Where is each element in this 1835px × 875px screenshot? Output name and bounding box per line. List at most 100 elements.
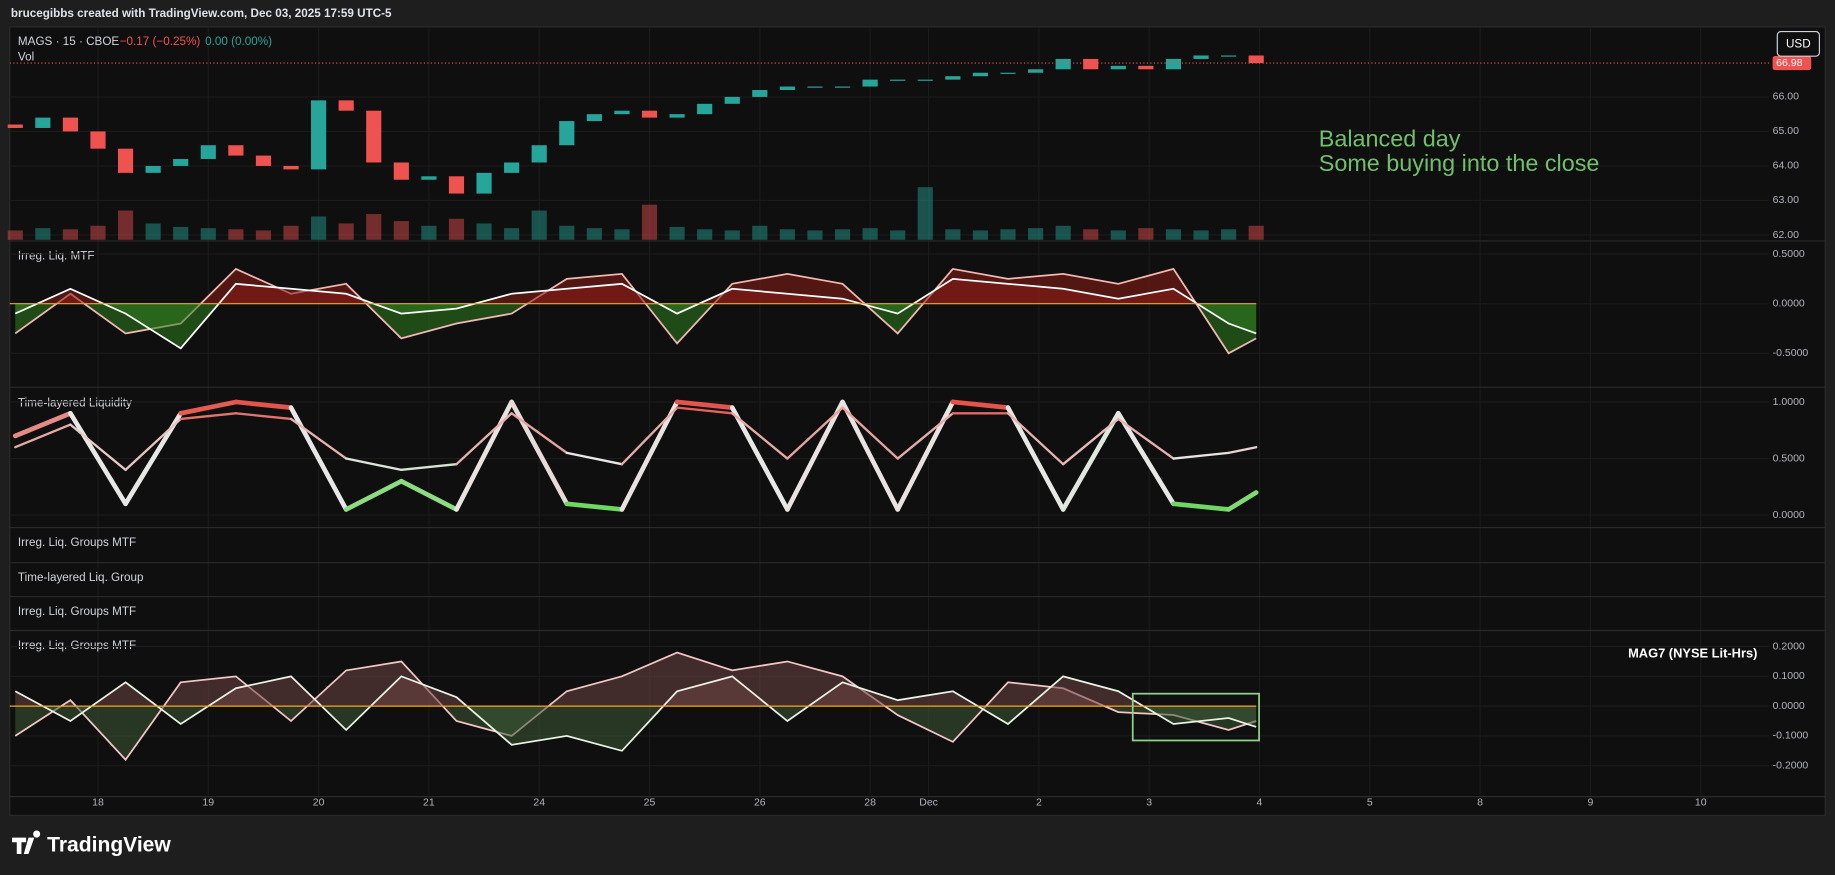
series-segment xyxy=(289,417,348,460)
candle-body xyxy=(862,79,878,87)
volume-bar xyxy=(586,228,602,240)
y-tick-label: -0.1000 xyxy=(1773,730,1809,742)
series-segment xyxy=(564,501,625,512)
x-tick-label: 19 xyxy=(202,796,214,808)
candle-body xyxy=(283,165,299,170)
area-positive xyxy=(15,278,1257,304)
candle-body xyxy=(945,76,961,80)
candle-body xyxy=(890,79,906,81)
series-segment xyxy=(400,463,458,472)
volume-bar xyxy=(7,230,23,240)
change-after-hours: 0.00 (0.00%) xyxy=(205,35,272,48)
series-segment xyxy=(233,399,294,410)
x-tick-label: 2 xyxy=(1036,796,1042,808)
series-segment xyxy=(454,399,514,512)
volume-bar xyxy=(1110,230,1126,240)
volume-bar xyxy=(834,229,851,240)
series-segment xyxy=(1115,410,1176,507)
series-segment xyxy=(786,406,844,460)
series-segment xyxy=(1227,446,1258,455)
volume-bar xyxy=(1027,228,1044,240)
volume-bar xyxy=(1055,225,1071,240)
volume-bar xyxy=(752,225,768,240)
annotation: Some buying into the close xyxy=(1319,150,1600,176)
series-segment xyxy=(510,412,568,455)
volume-bar xyxy=(807,230,823,240)
series-segment xyxy=(398,478,459,512)
volume-bar xyxy=(311,216,327,240)
x-tick-label: 4 xyxy=(1257,796,1263,808)
volume-bar xyxy=(35,228,51,240)
series-segment xyxy=(1061,417,1120,466)
series-segment xyxy=(729,405,790,512)
volume-bar xyxy=(255,230,272,240)
volume-bar xyxy=(1248,225,1264,240)
candle-body xyxy=(697,103,713,115)
pane-annotation: MAG7 (NYSE Lit-Hrs) xyxy=(1628,645,1757,660)
series-segment xyxy=(1172,451,1230,460)
volume-bar xyxy=(697,229,713,240)
symbol: MAGS · 15 · CBOE xyxy=(18,35,120,48)
pane-title: Irreg. Liq. Groups MTF xyxy=(18,605,136,618)
volume-bar xyxy=(200,228,216,240)
candle-body xyxy=(1000,72,1016,74)
candle-body xyxy=(145,165,161,173)
series-segment xyxy=(896,412,955,460)
volume-bar xyxy=(90,225,106,240)
candle-body xyxy=(1193,55,1209,59)
candle-body xyxy=(972,72,989,77)
volume-bar xyxy=(559,225,575,240)
volume-bar xyxy=(1221,229,1237,240)
volume-bar xyxy=(614,229,630,240)
volume-label: Vol xyxy=(18,50,34,63)
candle-body xyxy=(255,155,272,166)
candle-body xyxy=(90,131,106,149)
series-segment xyxy=(841,406,899,460)
volume-bar xyxy=(1138,228,1154,240)
y-tick-label: 62.00 xyxy=(1773,229,1799,241)
last-price-tag xyxy=(1772,56,1812,71)
series-line xyxy=(14,675,1257,752)
candle-body xyxy=(117,148,134,173)
series-segment xyxy=(12,410,73,439)
series-segment xyxy=(619,399,680,512)
candle-body xyxy=(917,79,933,81)
y-tick-label: 65.00 xyxy=(1773,125,1799,137)
volume-bar xyxy=(228,229,244,240)
y-tick-label: 0.0000 xyxy=(1773,509,1805,521)
x-tick-label: 3 xyxy=(1146,796,1152,808)
candle-body xyxy=(559,121,575,146)
area-negative xyxy=(15,706,1257,760)
y-tick-label: 0.2000 xyxy=(1773,640,1805,652)
y-tick-label: 0.0000 xyxy=(1773,700,1805,712)
series-segment xyxy=(14,423,72,449)
volume-bar xyxy=(531,210,547,240)
candle-body xyxy=(504,162,520,173)
volume-bar xyxy=(945,229,961,240)
candle-body xyxy=(531,145,547,163)
candle-body xyxy=(1165,58,1182,70)
volume-bar xyxy=(117,210,134,240)
volume-bar xyxy=(62,229,78,240)
candle-body xyxy=(366,110,382,163)
volume-bar xyxy=(972,230,989,240)
area-negative xyxy=(15,303,1257,349)
candle-body xyxy=(173,159,189,166)
x-tick-label: 24 xyxy=(533,796,545,808)
area-positive xyxy=(15,652,1257,707)
candle-body xyxy=(448,176,465,194)
volume-bar xyxy=(917,187,933,240)
candle-body xyxy=(614,110,630,115)
candle-body xyxy=(200,145,216,160)
series-segment xyxy=(565,451,624,466)
y-tick-label: 64.00 xyxy=(1773,160,1799,172)
volume-bar xyxy=(476,223,492,240)
volume-bar xyxy=(448,218,465,240)
y-tick-label: 66.00 xyxy=(1773,91,1799,103)
currency: USD xyxy=(1786,38,1811,51)
x-tick-label: 28 xyxy=(864,796,876,808)
volume-bar xyxy=(338,223,354,240)
y-tick-label: -0.5000 xyxy=(1773,347,1809,359)
candle-body xyxy=(669,114,685,118)
